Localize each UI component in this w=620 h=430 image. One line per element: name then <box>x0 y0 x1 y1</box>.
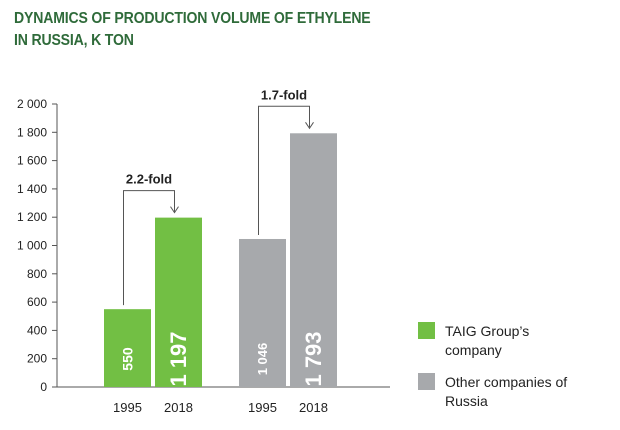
bar-taig-2018 <box>155 217 202 387</box>
growth-bracket-line <box>123 190 175 306</box>
x-category-label: 1995 <box>113 400 142 415</box>
y-tick-label: 800 <box>27 267 47 281</box>
bar-value-label: 1 793 <box>301 331 326 386</box>
chart-title-line-1: DYNAMICS OF PRODUCTION VOLUME OF ETHYLEN… <box>14 10 371 27</box>
legend-label-taig: TAIG Group’s company <box>445 323 530 358</box>
y-tick-label: 1 800 <box>17 125 47 139</box>
y-tick-label: 0 <box>40 380 47 394</box>
growth-label: 2.2-fold <box>126 172 172 187</box>
legend-item-other: Other companies of Russia <box>418 373 575 411</box>
y-tick-label: 1 200 <box>17 210 47 224</box>
chart-title-line-2: IN RUSSIA, K TON <box>14 32 134 49</box>
legend-swatch-taig <box>418 322 435 339</box>
legend-label-other: Other companies of Russia <box>445 374 568 409</box>
bar-other-2018 <box>290 133 337 387</box>
bar-value-label: 1 197 <box>166 331 191 386</box>
y-tick-label: 1 000 <box>17 239 47 253</box>
y-tick-label: 400 <box>27 323 47 337</box>
legend-swatch-other <box>418 373 435 390</box>
legend: TAIG Group’s company Other companies of … <box>418 322 575 424</box>
growth-arrow-head <box>305 122 314 130</box>
growth-bracket-line <box>258 105 310 235</box>
y-tick-label: 1 400 <box>17 182 47 196</box>
bar-other-1995 <box>239 238 286 387</box>
x-category-label: 1995 <box>248 400 277 415</box>
chart-title: DYNAMICS OF PRODUCTION VOLUME OF ETHYLEN… <box>14 8 384 52</box>
y-tick-label: 200 <box>27 352 47 366</box>
growth-label: 1.7-fold <box>261 87 307 102</box>
y-tick-label: 2 000 <box>17 97 47 111</box>
y-tick-label: 600 <box>27 295 47 309</box>
legend-item-taig: TAIG Group’s company <box>418 322 575 360</box>
bar-value-label: 1 046 <box>255 343 270 376</box>
x-category-label: 2018 <box>164 400 193 415</box>
bar-taig-1995 <box>104 309 151 387</box>
x-category-label: 2018 <box>299 400 328 415</box>
y-tick-label: 1 600 <box>17 154 47 168</box>
growth-arrow-head <box>170 206 179 214</box>
bar-value-label: 550 <box>120 347 136 371</box>
